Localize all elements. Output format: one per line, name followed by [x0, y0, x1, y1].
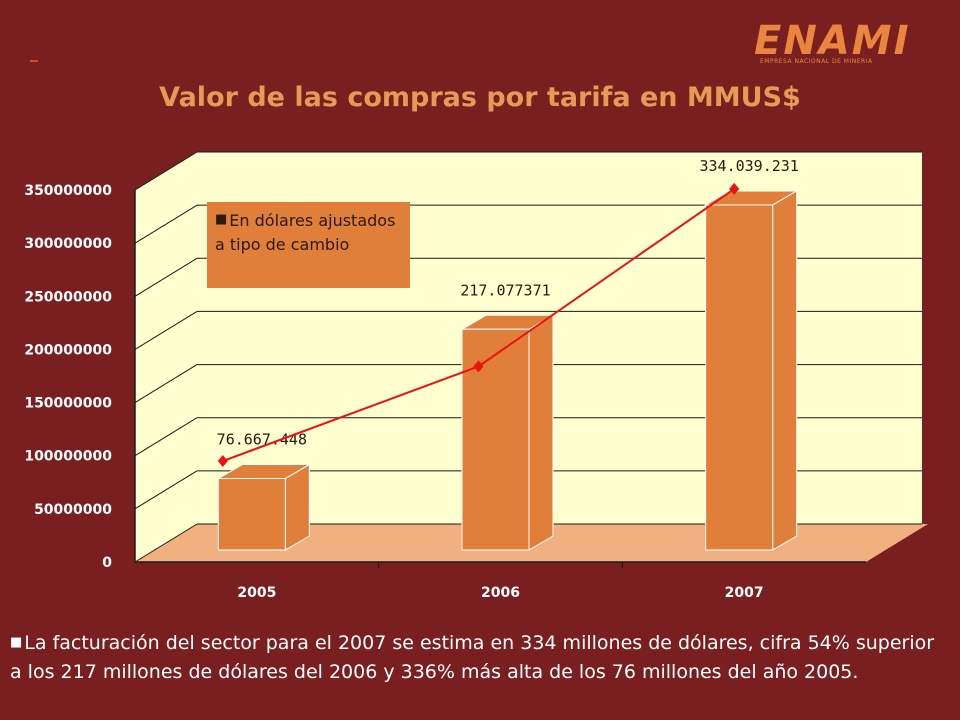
y-tick-label: 200000000 [24, 342, 112, 358]
bar [705, 204, 774, 551]
y-tick-label: 0 [102, 555, 112, 571]
bar-side [284, 463, 310, 551]
gridline-diagonal [134, 151, 198, 191]
decorative-dash [30, 60, 38, 62]
bar-chart: 0 50000000 100000000 150000000 200000000 2500… [24, 151, 928, 601]
footer-paragraph: ■ La facturación del sector para el 2007 … [10, 628, 950, 687]
y-tick-label: 300000000 [24, 236, 112, 252]
bullet-icon: ■ [10, 635, 23, 650]
bullet-icon: ■ [215, 212, 228, 227]
gridline-diagonal [134, 257, 198, 297]
bar-side [528, 314, 554, 551]
x-tick-label: 2007 [725, 585, 764, 601]
bar [217, 478, 286, 551]
y-tick-label: 50000000 [34, 502, 112, 518]
gridline-diagonal [134, 204, 198, 244]
y-tick-label: 350000000 [24, 183, 112, 199]
gridline-diagonal [134, 470, 198, 510]
data-label: 334.039.231 [699, 157, 798, 175]
legend-note-text: En dólares ajustados a tipo de cambio [215, 211, 396, 254]
footer-text: La facturación del sector para el 2007 s… [10, 632, 935, 683]
enami-logo: ENAMI EMPRESA NACIONAL DE MINERIA [754, 18, 938, 68]
trend-point [473, 360, 484, 373]
data-label: 217.077371 [460, 281, 550, 299]
slide-title: Valor de las compras por tarifa en MMUS$ [159, 82, 801, 113]
bar [461, 328, 530, 551]
bar-side [772, 190, 798, 551]
gridline-diagonal [134, 311, 198, 350]
y-tick-label: 100000000 [24, 449, 112, 465]
logo-subtitle: EMPRESA NACIONAL DE MINERIA [760, 58, 873, 65]
plot-side-wall [135, 152, 197, 562]
legend-note-box: ■ En dólares ajustados a tipo de cambio [207, 202, 410, 288]
gridline-diagonal [134, 364, 198, 403]
logo-wordmark: ENAMI [754, 18, 911, 64]
y-tick-label: 150000000 [24, 396, 112, 412]
data-label: 76.667.448 [217, 431, 307, 449]
trend-point [729, 182, 740, 195]
x-tick-label: 2005 [237, 585, 276, 601]
x-tick-label: 2006 [481, 585, 520, 601]
gridline-diagonal [134, 417, 198, 457]
gridline-diagonal [134, 523, 198, 563]
trend-point [217, 455, 228, 468]
y-tick-label: 250000000 [24, 289, 112, 305]
